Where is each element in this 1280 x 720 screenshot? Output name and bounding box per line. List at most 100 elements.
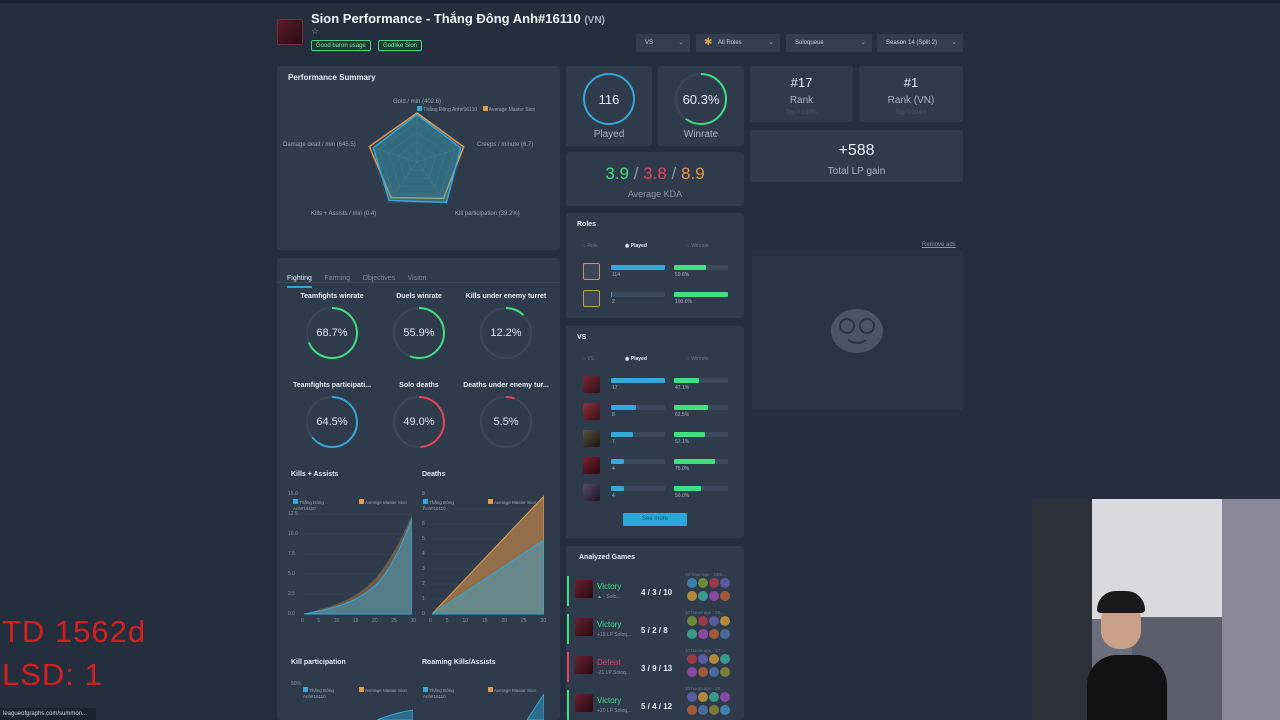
- participant-icon[interactable]: [720, 667, 730, 677]
- filter-season-select[interactable]: Season 14 (Split 2) ⌄: [877, 34, 963, 52]
- fighting-panel: Fighting Farming Objectives Vision Teamf…: [277, 258, 560, 720]
- tab-farming[interactable]: Farming: [324, 275, 351, 282]
- champion-icon: [575, 694, 593, 712]
- tab-objectives[interactable]: Objectives: [362, 275, 396, 282]
- game-time: 10 hours ago - 25...: [685, 686, 725, 691]
- opponent-champion-icon[interactable]: [583, 457, 600, 474]
- participant-icon[interactable]: [709, 692, 719, 702]
- y-tick: 7.5: [288, 551, 295, 557]
- game-row[interactable]: Defeat -21 LP Soloq... 3 / 9 / 13 10 hours …: [567, 648, 743, 684]
- participant-icon[interactable]: [709, 629, 719, 639]
- participant-icon[interactable]: [698, 692, 708, 702]
- participant-icon[interactable]: [720, 654, 730, 664]
- game-row[interactable]: Victory +19 LP Soloq... 5 / 2 / 8 10 hours …: [567, 610, 743, 646]
- filter-queue-select[interactable]: Soloqueue ⌄: [786, 34, 872, 52]
- see-more-button[interactable]: See more: [623, 513, 687, 526]
- rank-value: #17: [790, 75, 813, 90]
- participant-icon[interactable]: [720, 705, 730, 715]
- stream-overlay-lsd: LSD: 1: [2, 657, 103, 692]
- participant-icon[interactable]: [709, 654, 719, 664]
- participant-icon[interactable]: [698, 629, 708, 639]
- legend-avg-label: Average Master Sion: [365, 500, 407, 505]
- participant-icon[interactable]: [687, 629, 697, 639]
- kda-separator: /: [633, 164, 639, 183]
- game-row[interactable]: Victory ▲ · Solo... 4 / 3 / 10 An hour ago …: [567, 572, 743, 608]
- participant-icon[interactable]: [720, 578, 730, 588]
- filter-vs-label: VS: [645, 40, 654, 46]
- participant-icon[interactable]: [709, 616, 719, 626]
- participant-icon[interactable]: [720, 629, 730, 639]
- participant-icon[interactable]: [698, 667, 708, 677]
- vs-col-played[interactable]: ◉ Played: [625, 356, 647, 362]
- played-count: 7: [612, 439, 615, 445]
- roles-col-winrate[interactable]: ○ Winrate: [687, 243, 709, 249]
- roaming-area-chart: [527, 694, 544, 720]
- chevron-down-icon: ⌄: [951, 39, 957, 46]
- participant-icon[interactable]: [687, 578, 697, 588]
- ka-avg-area: [304, 514, 412, 614]
- radar-axis-damage: Damage dealt / min (645.5): [283, 142, 356, 148]
- filter-vs-select[interactable]: VS ⌄: [636, 34, 690, 52]
- played-bar: [611, 405, 636, 410]
- participant-icon[interactable]: [709, 578, 719, 588]
- participant-icon[interactable]: [698, 705, 708, 715]
- ka-x-ticks: 0 5 10 15 20 25 30: [301, 618, 416, 624]
- y-tick: 2: [422, 581, 425, 587]
- ka-y-ticks: 15.0 12.5 10.0 7.5 5.0 2.5 0.0: [288, 491, 302, 621]
- legend-swatch-player: [423, 687, 428, 692]
- participant-icon[interactable]: [709, 705, 719, 715]
- y-tick: 0: [422, 611, 425, 617]
- participant-icon[interactable]: [720, 591, 730, 601]
- lp-gain-card: +588 Total LP gain: [750, 130, 963, 182]
- participant-icon[interactable]: [709, 667, 719, 677]
- gauge-value: 12.2%: [490, 327, 522, 339]
- participant-icon[interactable]: [720, 616, 730, 626]
- tabs-divider: [277, 282, 560, 283]
- played-bar-track: [611, 405, 665, 410]
- participant-icon[interactable]: [687, 591, 697, 601]
- participant-icon[interactable]: [698, 578, 708, 588]
- participant-icon[interactable]: [687, 692, 697, 702]
- opponent-champion-icon[interactable]: [583, 484, 600, 501]
- winrate-value: 60.3%: [682, 92, 720, 107]
- participant-icon[interactable]: [687, 616, 697, 626]
- participant-icon[interactable]: [698, 654, 708, 664]
- played-label: Played: [593, 129, 625, 140]
- played-bar: [611, 459, 624, 464]
- participant-icon[interactable]: [720, 692, 730, 702]
- x-tick: 20: [501, 618, 507, 624]
- opponent-champion-icon[interactable]: [583, 430, 600, 447]
- legend-avg-label: Average Master Sion: [488, 107, 536, 113]
- game-time: 10 hours ago - 27...: [685, 648, 725, 653]
- filter-roles-select[interactable]: ✱ All Roles ⌄: [696, 34, 780, 52]
- game-result: Victory: [597, 582, 622, 591]
- participant-icon[interactable]: [687, 654, 697, 664]
- rank-vn-card: #1 Rank (VN) Top 0.024%: [859, 66, 963, 122]
- participant-icon[interactable]: [687, 705, 697, 715]
- tab-vision[interactable]: Vision: [407, 275, 427, 282]
- game-row[interactable]: Victory +20 LP Soloq... 5 / 4 / 12 10 hours…: [567, 686, 743, 720]
- participant-icon[interactable]: [698, 591, 708, 601]
- legend-avg-label: Average Master Sion: [365, 688, 407, 693]
- participant-icon[interactable]: [687, 667, 697, 677]
- kda-kills: 3.9: [605, 164, 629, 183]
- ka-legend-avg: Average Master Sion: [359, 499, 409, 506]
- opponent-champion-icon[interactable]: [583, 376, 600, 393]
- tab-fighting[interactable]: Fighting: [287, 275, 312, 288]
- champion-icon: [575, 618, 593, 636]
- kda-card: 3.9 / 3.8 / 8.9 Average KDA: [566, 152, 744, 206]
- favorite-star-icon[interactable]: ☆: [311, 26, 320, 36]
- opponent-champion-icon[interactable]: [583, 403, 600, 420]
- played-bar-track: [611, 292, 665, 297]
- vs-col-vs[interactable]: ○ VS: [583, 356, 595, 362]
- person-shirt: [1087, 655, 1167, 720]
- participant-icon[interactable]: [709, 591, 719, 601]
- played-bar: [611, 486, 624, 491]
- roaming-legend-player: Thắng Đông Anh#16110: [423, 687, 475, 700]
- vs-col-winrate[interactable]: ○ Winrate: [687, 356, 709, 362]
- roles-col-role[interactable]: ○ Role: [583, 243, 598, 249]
- played-count: 2: [612, 299, 615, 305]
- participant-icon[interactable]: [698, 616, 708, 626]
- roles-col-played[interactable]: ◉ Played: [625, 243, 647, 249]
- remove-ads-link[interactable]: Remove ads: [922, 242, 956, 248]
